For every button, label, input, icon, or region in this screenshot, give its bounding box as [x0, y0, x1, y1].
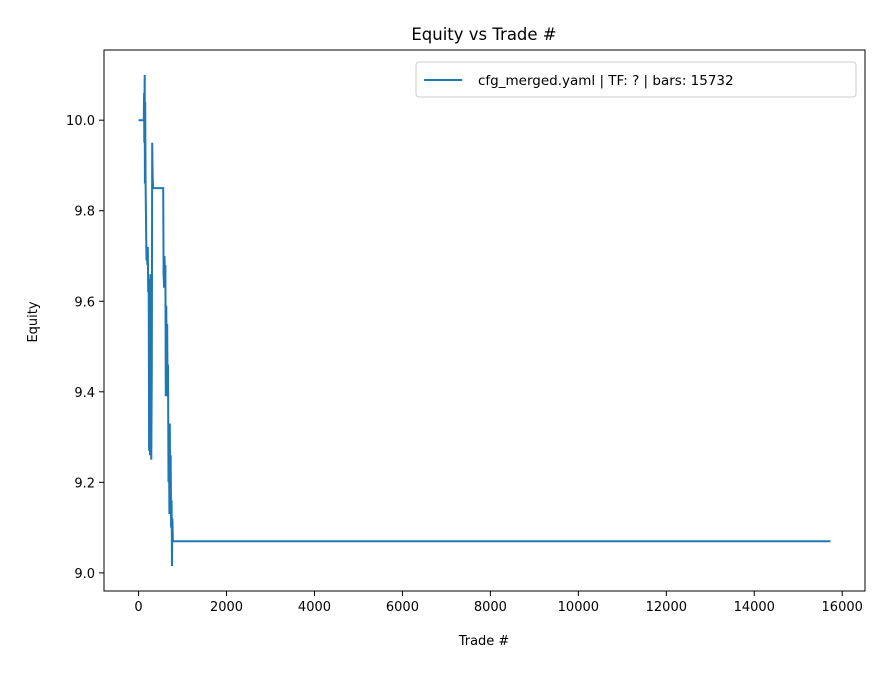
- chart-title: Equity vs Trade #: [411, 25, 556, 44]
- legend-label: cfg_merged.yaml | TF: ? | bars: 15732: [478, 73, 734, 89]
- equity-series-line: [138, 74, 831, 567]
- x-tick-label: 6000: [386, 600, 419, 615]
- x-tick-label: 4000: [298, 600, 331, 615]
- x-tick-label: 16000: [822, 600, 863, 615]
- x-tick-label: 10000: [558, 600, 599, 615]
- x-tick-label: 12000: [646, 600, 687, 615]
- x-axis-label: Trade #: [458, 634, 510, 649]
- legend: cfg_merged.yaml | TF: ? | bars: 15732: [415, 61, 857, 98]
- x-tick-label: 2000: [210, 600, 243, 615]
- x-tick-label: 0: [134, 600, 142, 615]
- y-tick-label: 9.4: [74, 386, 95, 401]
- y-axis-label: Equity: [26, 301, 41, 342]
- y-tick-label: 9.6: [74, 295, 95, 310]
- x-tick-label: 14000: [734, 600, 775, 615]
- legend-box: [415, 61, 857, 98]
- y-tick-label: 9.0: [74, 567, 95, 582]
- y-tick-label: 9.2: [74, 476, 95, 491]
- y-tick-label: 10.0: [66, 114, 95, 129]
- plot-area-frame: [103, 49, 866, 592]
- y-tick-label: 9.8: [74, 205, 95, 220]
- x-tick-label: 8000: [474, 600, 507, 615]
